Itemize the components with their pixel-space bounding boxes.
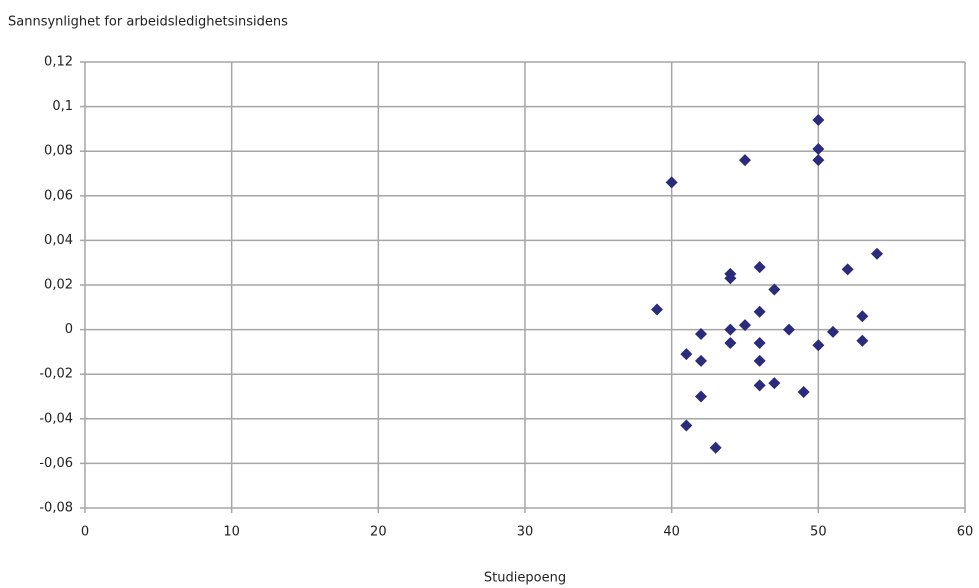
data-point — [871, 247, 883, 260]
y-tick-label: 0,1 — [52, 99, 73, 114]
data-point — [709, 441, 722, 454]
data-point — [695, 328, 707, 341]
data-point — [724, 272, 737, 285]
data-point — [739, 319, 751, 332]
x-tick-label: 0 — [81, 525, 89, 540]
data-point — [753, 379, 766, 392]
data-point — [680, 348, 693, 361]
data-point — [841, 263, 854, 276]
data-point — [753, 354, 766, 367]
x-tick-label: 10 — [223, 525, 240, 540]
x-tick-label: 40 — [663, 525, 680, 540]
data-point — [753, 261, 766, 274]
data-point — [768, 377, 781, 390]
data-point — [768, 283, 781, 296]
data-point — [783, 323, 795, 336]
data-point — [724, 323, 737, 336]
y-tick-label: 0 — [65, 322, 73, 337]
data-point — [739, 154, 751, 167]
data-point — [665, 176, 678, 189]
data-point — [856, 334, 869, 347]
x-axis-title: Studiepoeng — [484, 571, 566, 586]
y-tick-label: 0,08 — [44, 144, 73, 159]
y-tick-label: 0,06 — [44, 188, 73, 203]
data-point — [827, 325, 839, 338]
data-point — [695, 390, 707, 403]
y-tick-label: -0,04 — [39, 411, 73, 426]
y-tick-label: 0,02 — [44, 278, 73, 293]
y-tick-label: -0,08 — [39, 501, 73, 516]
data-point — [680, 419, 693, 432]
y-tick-label: -0,02 — [39, 367, 73, 382]
data-point — [753, 336, 766, 349]
data-point — [812, 154, 825, 167]
x-tick-label: 50 — [810, 525, 827, 540]
y-tick-label: 0,04 — [44, 233, 73, 248]
data-point — [651, 303, 663, 316]
data-point — [695, 354, 707, 367]
data-point — [797, 386, 810, 399]
y-tick-label: -0,06 — [39, 456, 73, 471]
data-point — [724, 336, 737, 349]
data-point — [753, 305, 766, 318]
x-tick-label: 60 — [957, 525, 974, 540]
data-point — [856, 310, 869, 323]
data-point — [812, 113, 825, 126]
data-point — [812, 142, 825, 155]
x-tick-label: 30 — [517, 525, 534, 540]
data-point — [812, 339, 825, 352]
y-axis-title: Sannsynlighet for arbeidsledighetsinside… — [8, 15, 288, 30]
x-tick-label: 20 — [370, 525, 387, 540]
y-tick-label: 0,12 — [44, 55, 73, 70]
